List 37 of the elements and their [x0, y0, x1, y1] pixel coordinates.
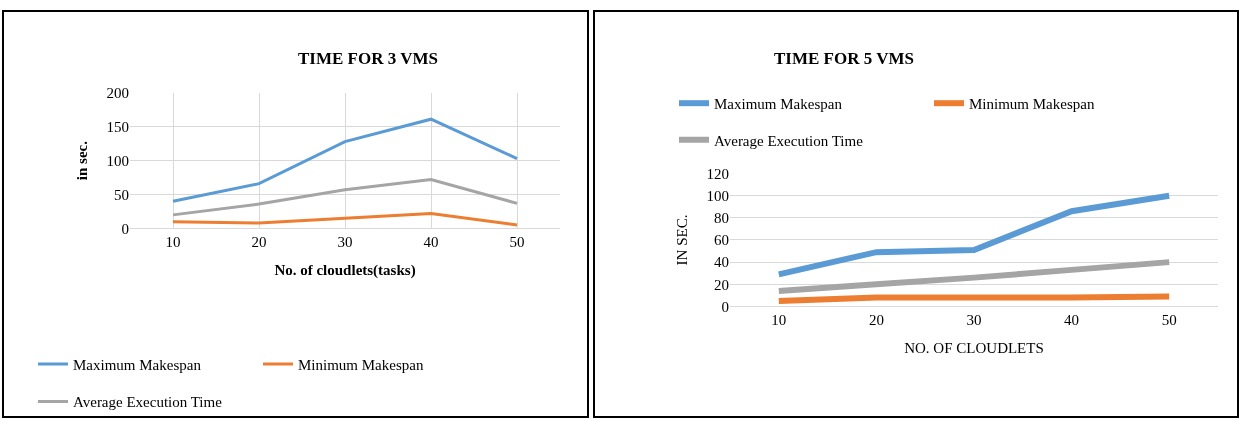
legend-label: Minimum Makespan [969, 96, 1095, 113]
line-series [171, 178, 519, 217]
y-axis-title: in sec. [73, 140, 90, 181]
x-tick-label: 20 [251, 234, 267, 251]
y-tick-label: 0 [721, 298, 729, 315]
y-tick-label: 80 [714, 210, 729, 227]
y-tick-label: 50 [114, 186, 129, 203]
chart-title: TIME FOR 5 VMS [774, 49, 914, 68]
x-tick-label: 20 [868, 312, 884, 329]
y-axis-title: IN SEC. [673, 214, 690, 266]
x-tick-label: 40 [423, 234, 439, 251]
y-tick-label: 200 [106, 84, 129, 101]
y-tick-label: 100 [106, 152, 129, 169]
chart-title: TIME FOR 3 VMS [298, 49, 438, 68]
x-tick-label: 10 [165, 234, 181, 251]
x-tick-label: 50 [509, 234, 525, 251]
y-tick-label: 100 [706, 187, 729, 204]
y-tick-label: 40 [714, 254, 729, 271]
x-tick-label: 30 [966, 312, 982, 329]
y-tick-label: 0 [121, 220, 129, 237]
legend-label: Average Execution Time [714, 132, 864, 149]
legend-label: Average Execution Time [73, 394, 223, 411]
legend-label: Maximum Makespan [714, 96, 843, 113]
y-tick-label: 120 [706, 165, 729, 182]
x-axis-title: NO. OF CLOUDLETS [904, 340, 1044, 357]
x-tick-label: 40 [1064, 312, 1080, 329]
x-axis-title: No. of cloudlets(tasks) [274, 262, 416, 280]
x-tick-label: 10 [771, 312, 787, 329]
y-tick-label: 20 [714, 276, 729, 293]
x-tick-label: 50 [1161, 312, 1177, 329]
y-tick-label: 150 [106, 118, 129, 135]
legend-label: Minimum Makespan [298, 356, 424, 373]
y-tick-label: 60 [714, 232, 729, 249]
line-series [171, 212, 519, 227]
line-series [171, 117, 519, 203]
legend-label: Maximum Makespan [73, 356, 202, 373]
x-tick-label: 30 [337, 234, 353, 251]
